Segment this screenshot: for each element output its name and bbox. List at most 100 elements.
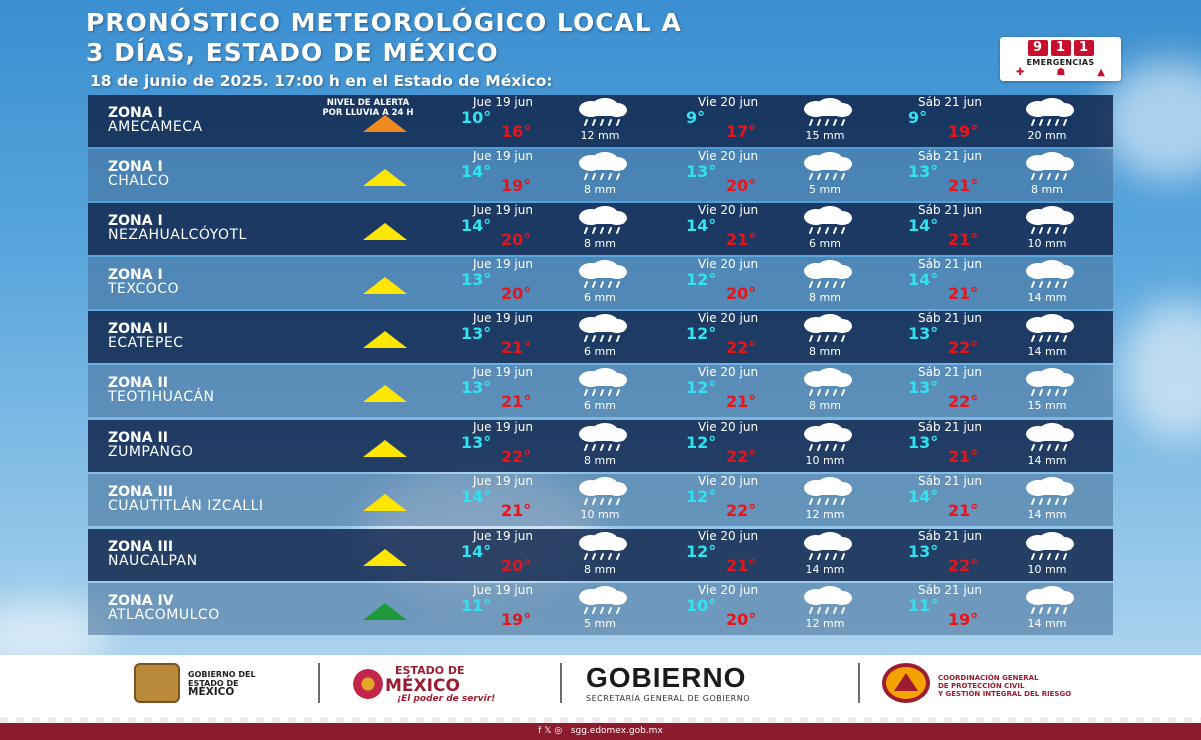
alert-triangle-icon (363, 115, 407, 132)
forecast-row: ZONA III NAUCALPAN Jue 19 jun 14° 20° 8 mm Vie… (88, 529, 1113, 581)
temp-max: 20° (726, 176, 757, 195)
rain-amount: 12 mm (580, 129, 620, 142)
day-label: Vie 20 jun (697, 257, 759, 271)
rain-amount: 8 mm (809, 345, 841, 358)
day-label: Sáb 21 jun (917, 583, 983, 597)
digit: 9 (1027, 40, 1048, 56)
zone-name: ZONA II (108, 321, 168, 337)
gobierno-subtitle: SECRETARÍA GENERAL DE GOBIERNO (586, 694, 750, 703)
edomex-brand-logo: ESTADO DE MÉXICO ¡El poder de servir! (345, 663, 545, 705)
social-icons[interactable]: f 𝕏 ◎ (538, 726, 563, 736)
temp-min: 13° (461, 324, 492, 343)
day-label: Vie 20 jun (697, 529, 759, 543)
forecast-row: ZONA II ECATEPEC Jue 19 jun 13° 21° 6 mm Vie 2… (88, 311, 1113, 363)
temp-min: 9° (908, 108, 928, 127)
temp-min: 14° (908, 487, 939, 506)
temp-max: 21° (726, 392, 757, 411)
temp-max: 19° (948, 122, 979, 141)
rain-cloud-icon (1016, 368, 1080, 398)
rain-amount: 15 mm (1027, 399, 1067, 412)
alert-triangle-icon (363, 277, 407, 294)
divider (858, 663, 860, 703)
rain-cloud-icon (1016, 152, 1080, 182)
rain-amount: 14 mm (1027, 508, 1067, 521)
alert-triangle-icon (363, 440, 407, 457)
rain-cloud-icon (569, 477, 633, 507)
day-label: Vie 20 jun (697, 583, 759, 597)
day-forecast: Jue 19 jun 14° 20° 8 mm (453, 529, 673, 581)
day-forecast: Jue 19 jun 14° 20° 8 mm (453, 203, 673, 255)
day-label: Jue 19 jun (473, 474, 533, 488)
website-link[interactable]: sgg.edomex.gob.mx (570, 726, 663, 736)
rain-amount: 6 mm (809, 237, 841, 250)
temp-min: 14° (461, 216, 492, 235)
rain-amount: 8 mm (1031, 183, 1063, 196)
zone-city: TEOTIHUACÁN (108, 389, 215, 405)
day-forecast: Sáb 21 jun 14° 21° 14 mm (900, 474, 1120, 526)
temp-max: 21° (948, 447, 979, 466)
zone-name: ZONA I (108, 267, 163, 283)
temp-min: 14° (461, 542, 492, 561)
gobierno-logo: GOBIERNO SECRETARÍA GENERAL DE GOBIERNO (586, 663, 836, 705)
rain-amount: 10 mm (1027, 237, 1067, 250)
day-forecast: Vie 20 jun 12° 21° 14 mm (678, 529, 898, 581)
day-forecast: Vie 20 jun 12° 21° 8 mm (678, 365, 898, 417)
temp-max: 19° (948, 610, 979, 629)
edomex-slogan: ¡El poder de servir! (397, 694, 496, 704)
temp-min: 12° (686, 542, 717, 561)
rain-amount: 14 mm (1027, 617, 1067, 630)
day-label: Jue 19 jun (473, 311, 533, 325)
day-forecast: Jue 19 jun 13° 21° 6 mm (453, 365, 673, 417)
digit: 1 (1073, 40, 1094, 56)
temp-max: 20° (501, 284, 532, 303)
gob-edomex-text: GOBIERNO DEL ESTADO DE MÉXICO (188, 670, 256, 697)
sky-cloud (1120, 300, 1201, 440)
temp-max: 21° (948, 176, 979, 195)
temp-max: 19° (501, 176, 532, 195)
rain-amount: 6 mm (584, 345, 616, 358)
rain-amount: 8 mm (584, 183, 616, 196)
rain-cloud-icon (1016, 98, 1080, 128)
rain-cloud-icon (794, 477, 858, 507)
edomex-main: MÉXICO (385, 676, 460, 696)
temp-min: 13° (908, 433, 939, 452)
temp-min: 13° (908, 324, 939, 343)
zone-name: ZONA I (108, 105, 163, 121)
emergency-number: 9 1 1 (1000, 40, 1121, 56)
day-forecast: Vie 20 jun 13° 20° 5 mm (678, 149, 898, 201)
temp-max: 19° (501, 610, 532, 629)
rain-cloud-icon (794, 423, 858, 453)
proteccion-civil-text: COORDINACIÓN GENERAL DE PROTECCIÓN CIVIL… (938, 674, 1071, 698)
day-label: Jue 19 jun (473, 365, 533, 379)
day-label: Sáb 21 jun (917, 474, 983, 488)
zone-name: ZONA I (108, 159, 163, 175)
rain-amount: 14 mm (1027, 345, 1067, 358)
day-forecast: Sáb 21 jun 13° 22° 10 mm (900, 529, 1120, 581)
zone-city: ZUMPANGO (108, 444, 194, 460)
forecast-row: ZONA IV ATLACOMULCO Jue 19 jun 11° 19° 5 mm Vi… (88, 583, 1113, 635)
rain-cloud-icon (1016, 423, 1080, 453)
rain-amount: 20 mm (1027, 129, 1067, 142)
temp-max: 21° (501, 392, 532, 411)
proteccion-civil-logo: COORDINACIÓN GENERAL DE PROTECCIÓN CIVIL… (882, 663, 1072, 705)
gob-edomex-logo: GOBIERNO DEL ESTADO DE MÉXICO (134, 663, 304, 705)
forecast-row: ZONA I AMECAMECA NIVEL DE ALERTA POR LLUVIA… (88, 95, 1113, 147)
social-bar: f 𝕏 ◎ sgg.edomex.gob.mx (0, 723, 1201, 740)
day-forecast: Vie 20 jun 12° 20° 8 mm (678, 257, 898, 309)
rain-cloud-icon (794, 368, 858, 398)
rain-cloud-icon (569, 423, 633, 453)
zone-city: NAUCALPAN (108, 553, 198, 569)
title-line-2: 3 DÍAS, ESTADO DE MÉXICO (86, 38, 499, 67)
temp-min: 14° (461, 162, 492, 181)
zone-name: ZONA I (108, 213, 163, 229)
zone-city: ECATEPEC (108, 335, 184, 351)
day-forecast: Jue 19 jun 14° 21° 10 mm (453, 474, 673, 526)
rain-amount: 6 mm (584, 399, 616, 412)
forecast-row: ZONA II TEOTIHUACÁN Jue 19 jun 13° 21° 6 mm Vi… (88, 365, 1113, 417)
forecast-row: ZONA I TEXCOCO Jue 19 jun 13° 20° 6 mm Vie 20 … (88, 257, 1113, 309)
day-label: Sáb 21 jun (917, 365, 983, 379)
rain-cloud-icon (794, 206, 858, 236)
day-forecast: Jue 19 jun 13° 21° 6 mm (453, 311, 673, 363)
zone-name: ZONA II (108, 375, 168, 391)
alert-triangle-icon (363, 169, 407, 186)
